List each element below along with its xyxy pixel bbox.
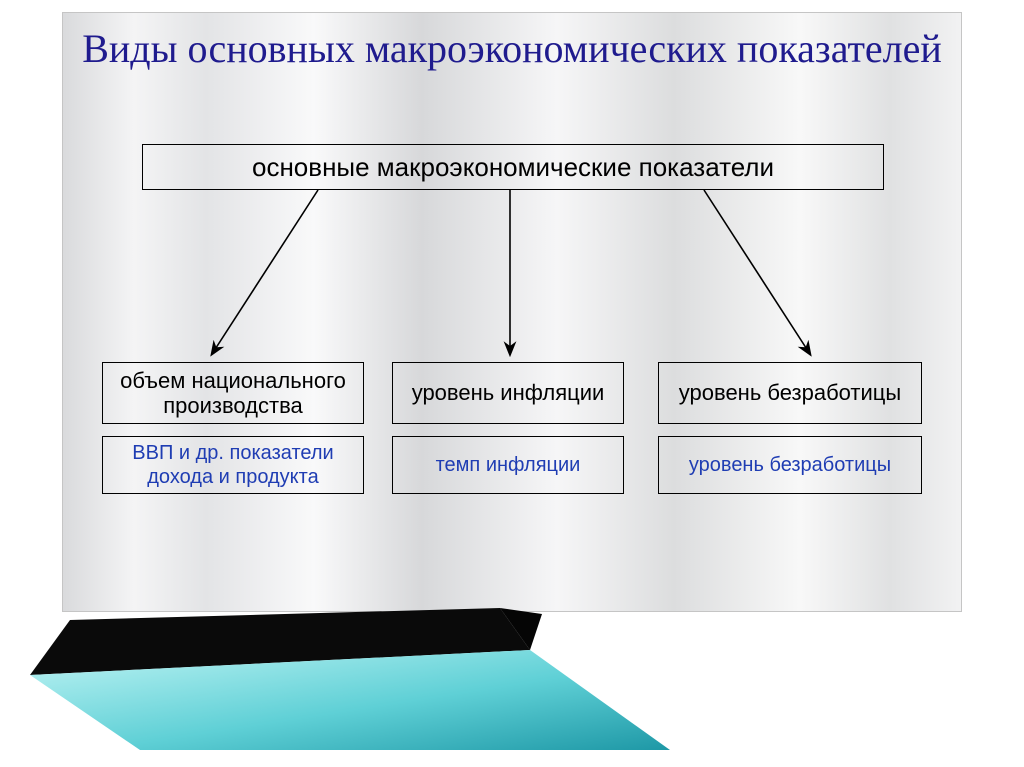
child-box-1: объем национального производства bbox=[102, 362, 364, 424]
root-box: основные макроэкономические показатели bbox=[142, 144, 884, 190]
sub-label-3: уровень безработицы bbox=[689, 453, 891, 477]
arrow-3 bbox=[704, 190, 810, 354]
child-label-3: уровень безработицы bbox=[679, 380, 901, 405]
arrow-1 bbox=[212, 190, 318, 354]
arrows-layer bbox=[62, 12, 962, 612]
sub-box-3: уровень безработицы bbox=[658, 436, 922, 494]
sub-box-1: ВВП и др. показатели дохода и продукта bbox=[102, 436, 364, 494]
root-label: основные макроэкономические показатели bbox=[252, 152, 774, 183]
child-box-2: уровень инфляции bbox=[392, 362, 624, 424]
decorative-wedge bbox=[30, 590, 710, 750]
child-label-2: уровень инфляции bbox=[412, 380, 605, 405]
child-label-1: объем национального производства bbox=[109, 368, 357, 419]
slide: Виды основных макроэкономических показат… bbox=[62, 12, 962, 612]
child-box-3: уровень безработицы bbox=[658, 362, 922, 424]
stage: Виды основных макроэкономических показат… bbox=[0, 0, 1024, 767]
sub-box-2: темп инфляции bbox=[392, 436, 624, 494]
sub-label-2: темп инфляции bbox=[436, 453, 581, 477]
sub-label-1: ВВП и др. показатели дохода и продукта bbox=[109, 441, 357, 489]
slide-title: Виды основных макроэкономических показат… bbox=[62, 26, 962, 72]
